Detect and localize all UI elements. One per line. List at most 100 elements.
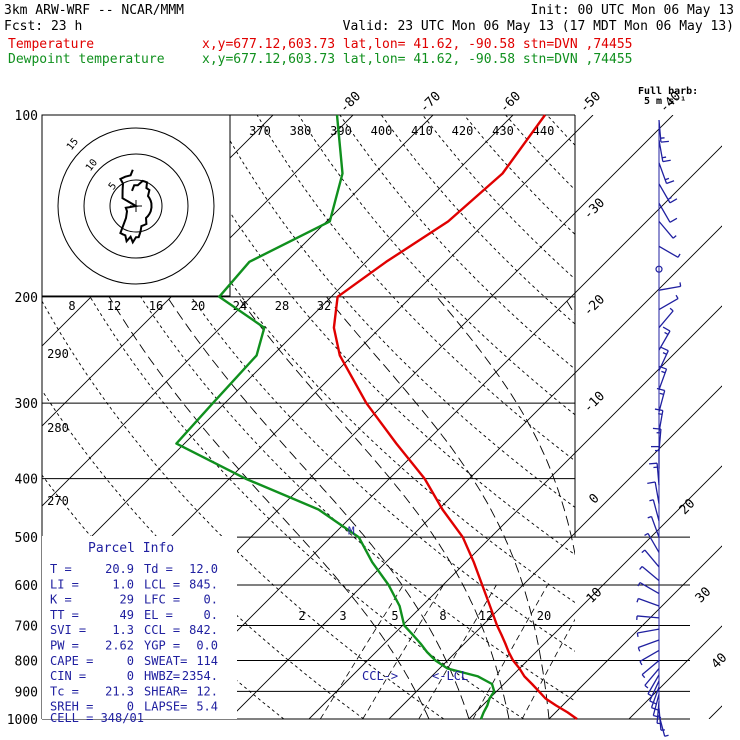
parcel-info-cell: K =	[50, 593, 72, 607]
wind-barb	[658, 220, 677, 239]
wind-barb	[636, 628, 660, 638]
pressure-tick-label: 500	[15, 531, 38, 546]
hodo-ring-label: 5	[107, 181, 119, 193]
wind-barb	[637, 582, 660, 595]
melting-marker: M	[348, 525, 355, 538]
parcel-info-cell: SHEAR=	[144, 684, 187, 698]
moist-adiabat	[237, 296, 510, 719]
dry-adiabat	[422, 115, 575, 280]
theta-label: 290	[47, 347, 69, 361]
model-title: 3km ARW-WRF -- NCAR/MMM	[4, 3, 184, 18]
hodo-speed-label: 20	[191, 299, 205, 313]
wind-barb	[658, 162, 675, 185]
parcel-info-cell: 0.	[204, 608, 218, 622]
wind-barb	[639, 565, 660, 582]
mixing-ratio-label: 8	[439, 609, 446, 623]
isotherm	[228, 225, 722, 719]
mixing-ratio-line	[472, 584, 548, 719]
mixing-ratio-label: 5	[391, 609, 398, 623]
pressure-tick-label: 900	[15, 685, 38, 700]
dry-adiabat	[132, 115, 575, 604]
moist-adiabat	[108, 296, 430, 719]
wind-barb	[658, 294, 679, 311]
parcel-info-cell: Td =	[144, 562, 173, 576]
parcel-info-cell: LFC =	[144, 593, 180, 607]
isotherm-label: -50	[577, 89, 604, 116]
isotherm-label: -30	[581, 196, 608, 223]
pressure-tick-label: 200	[15, 291, 38, 306]
moist-adiabat	[436, 296, 575, 557]
wind-barb	[647, 481, 660, 504]
wind-barb	[652, 694, 662, 719]
theta-label: 420	[452, 124, 474, 138]
isotherm	[42, 115, 354, 427]
parcel-info-cell: PW =	[50, 639, 79, 653]
wind-barb	[658, 120, 669, 143]
hodo-ring	[83, 153, 189, 259]
wind-barb	[650, 686, 660, 711]
dry-adiabat	[546, 115, 575, 146]
theta-label: 400	[371, 124, 393, 138]
parcel-info-cell: Tc =	[50, 684, 79, 698]
parcel-info-cell: 12.	[196, 684, 218, 698]
parcel-info-cell: 0	[127, 669, 134, 683]
hodo-speed-label: 8	[68, 299, 75, 313]
dry-adiabat	[173, 115, 575, 556]
parcel-info-cell: 5.4	[196, 700, 218, 714]
isotherm-label: -70	[417, 89, 444, 116]
wind-barb	[658, 282, 682, 291]
parcel-info-cell: CIN =	[50, 669, 86, 683]
theta-label: 280	[47, 421, 69, 435]
dry-adiabat	[339, 115, 575, 370]
lcl-marker: <-LCL	[432, 669, 468, 683]
parcel-info-cell: 845.	[189, 577, 218, 591]
mixing-ratio-line	[521, 618, 575, 719]
mixing-ratio-label: 2	[298, 609, 305, 623]
wind-barb	[656, 701, 662, 725]
isotherm	[148, 145, 722, 719]
isotherm-label: -20	[581, 292, 608, 319]
wind-barb	[658, 139, 671, 163]
hodo-speed-label: 28	[275, 299, 289, 313]
parcel-info-cell: LAPSE=	[144, 700, 187, 714]
wind-barb	[656, 387, 666, 412]
dry-adiabat	[298, 115, 575, 416]
profiles-layer: CCL-> <-LCL M	[175, 114, 578, 720]
forecast-hour: Fcst: 23 h	[4, 19, 82, 34]
barb-legend-title: Full barb:	[638, 86, 698, 97]
parcel-info-cell: SVI =	[50, 623, 86, 637]
hodograph-trace	[118, 169, 153, 245]
dry-adiabat	[380, 115, 575, 325]
wind-barb	[658, 307, 674, 329]
wind-barbs: Full barb: 5 m s⁻¹	[636, 86, 698, 737]
init-time: Init: 00 UTC Mon 06 May 13	[531, 3, 735, 18]
wind-barb	[641, 549, 660, 568]
isotherm	[468, 465, 722, 719]
isotherm	[548, 545, 722, 719]
wind-barb	[644, 532, 660, 553]
theta-label: 390	[330, 124, 352, 138]
dry-adiabat	[49, 115, 575, 702]
wind-barb	[658, 708, 665, 731]
dry-adiabat	[671, 115, 740, 719]
parcel-info-cell: 1.0	[112, 577, 134, 591]
dewpoint-profile	[175, 114, 496, 720]
wind-barb	[649, 499, 660, 522]
isotherm-label: 10	[584, 585, 606, 607]
parcel-info-cell: 842.	[189, 623, 218, 637]
theta-label: 440	[533, 124, 555, 138]
isotherm	[708, 705, 722, 719]
hodo-speed-label: 12	[107, 299, 121, 313]
parcel-info-cell: 12.0	[189, 562, 218, 576]
wind-barb	[647, 515, 660, 538]
wind-barb	[658, 346, 669, 371]
dry-adiabat	[42, 300, 445, 719]
pressure-tick-label: 100	[15, 109, 38, 124]
mixing-ratio-line	[362, 584, 444, 719]
wind-barb	[649, 680, 660, 705]
isotherm	[388, 385, 722, 719]
dewpoint-location: x,y=677.12,603.73 lat,lon= 41.62, -90.58…	[202, 52, 632, 67]
parcel-info-cell: 0	[127, 700, 134, 714]
